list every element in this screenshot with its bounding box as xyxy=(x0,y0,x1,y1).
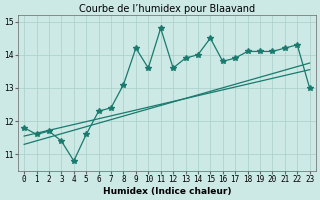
X-axis label: Humidex (Indice chaleur): Humidex (Indice chaleur) xyxy=(103,187,231,196)
Title: Courbe de l’humidex pour Blaavand: Courbe de l’humidex pour Blaavand xyxy=(79,4,255,14)
